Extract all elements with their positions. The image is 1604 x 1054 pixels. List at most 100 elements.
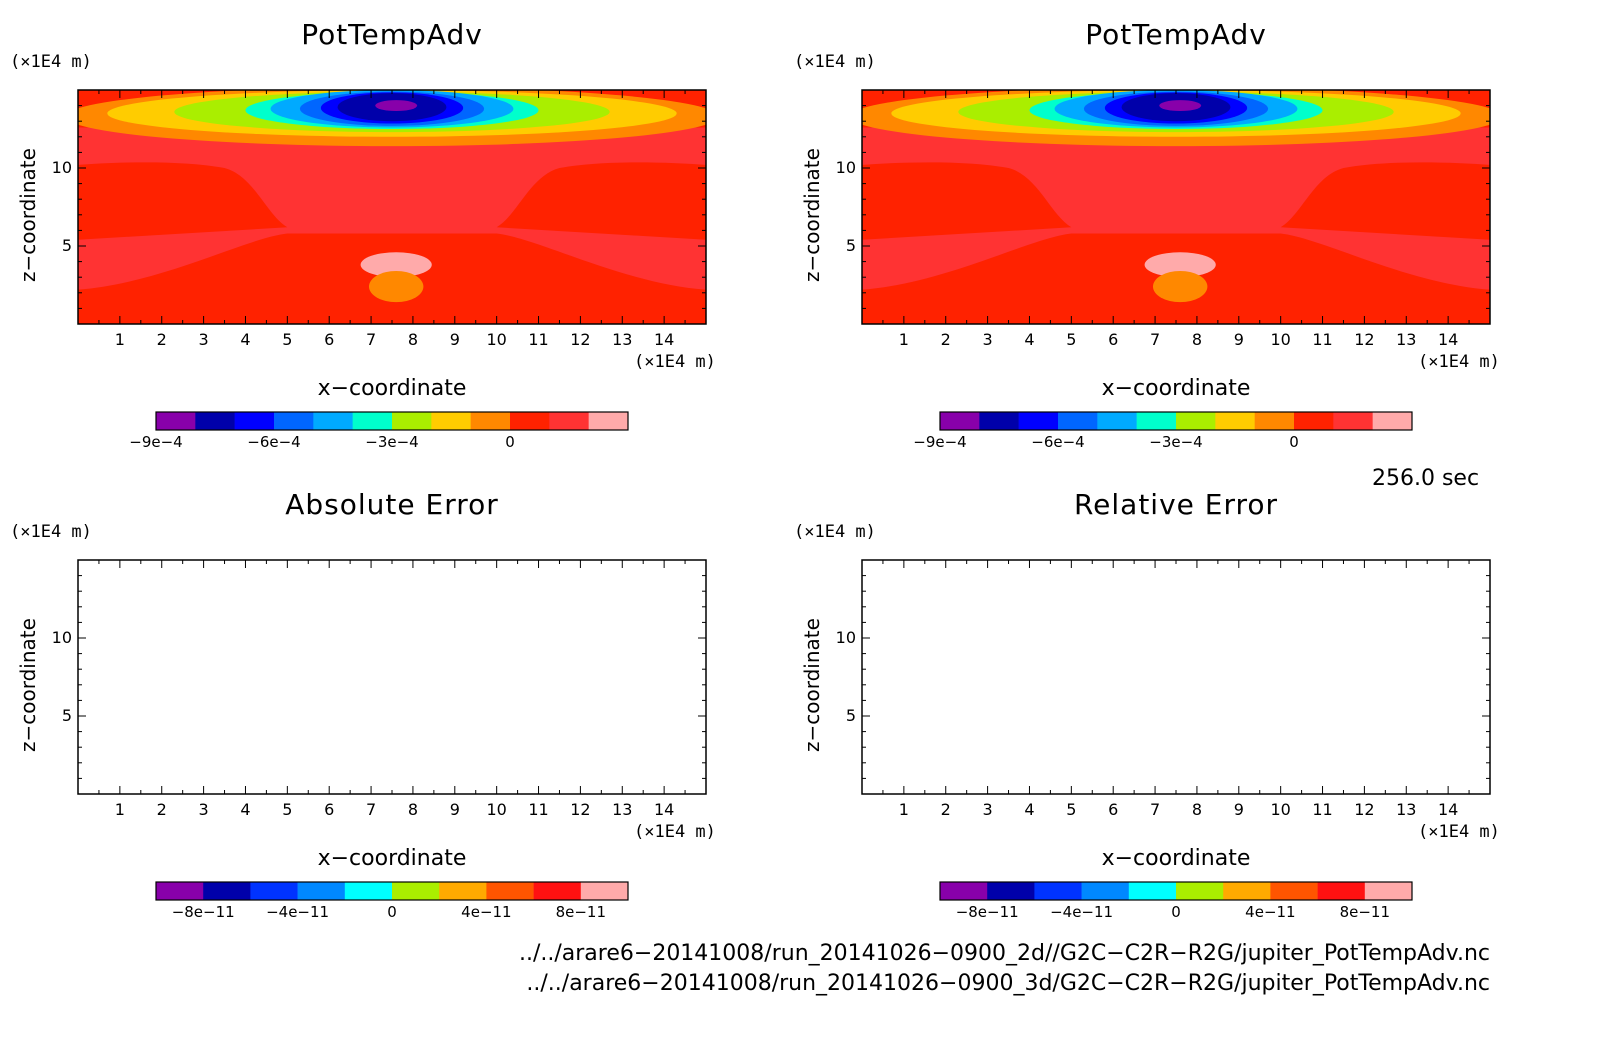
x-axis-label: x−coordinate: [1101, 846, 1251, 871]
colorbar-swatch: [1317, 882, 1366, 900]
contour-band: [360, 252, 432, 278]
colorbar-swatch: [1372, 412, 1413, 430]
colorbar-swatch: [439, 882, 487, 900]
plot-svg: [77, 89, 707, 431]
colorbar-tick-label: −9e−4: [913, 433, 967, 451]
x-tick-label: 5: [282, 800, 293, 819]
x-axis-unit: (×1E4 m): [634, 822, 716, 842]
x-tick-label: 14: [653, 800, 675, 819]
x-tick-label: 10: [1270, 800, 1291, 819]
x-tick-label: 8: [1191, 800, 1203, 819]
x-tick-label: 7: [1149, 330, 1161, 349]
x-tick-label: 5: [1066, 330, 1077, 349]
x-tick-label: 2: [940, 800, 951, 819]
colorbar-swatch: [1018, 412, 1059, 430]
contour-band: [862, 127, 1490, 290]
x-tick-label: 4: [1024, 800, 1035, 819]
colorbar-tick-label: −6e−4: [1031, 433, 1085, 451]
x-tick-label: 13: [1396, 330, 1417, 349]
colorbar-swatch: [588, 412, 629, 430]
plot-svg: [77, 559, 707, 901]
x-tick-label: 10: [486, 330, 507, 349]
x-tick-label: 2: [156, 800, 167, 819]
contour-band: [368, 270, 424, 303]
colorbar-swatch: [1176, 882, 1224, 900]
x-tick-label: 6: [1108, 330, 1119, 349]
x-tick-label: 14: [653, 330, 675, 349]
y-tick-label: 5: [61, 706, 72, 725]
colorbar-tick-label: −8e−11: [171, 903, 235, 921]
x-tick-label: 9: [449, 800, 460, 819]
colorbar-swatch: [979, 412, 1019, 430]
x-tick-label: 13: [1396, 800, 1417, 819]
colorbar-swatch: [1081, 882, 1130, 900]
chart-panel-4: Relative Error (×1E4 m) (×1E4 m) x−coordina…: [784, 470, 1568, 940]
colorbar-swatch: [274, 412, 314, 430]
colorbar-swatch: [1128, 882, 1177, 900]
colorbar-swatch: [1097, 412, 1137, 430]
plot-svg: [861, 89, 1491, 431]
x-tick-label: 13: [612, 800, 633, 819]
colorbar-frame: [939, 411, 1413, 431]
x-tick-label: 2: [156, 330, 167, 349]
x-tick-label: 5: [282, 330, 293, 349]
colorbar-swatch: [203, 882, 251, 900]
x-tick-label: 11: [1312, 800, 1333, 819]
plot-frame: [861, 559, 1491, 795]
chart-title: PotTempAdv: [1085, 18, 1267, 51]
colorbar-swatch: [1333, 412, 1373, 430]
y-tick-label: 10: [51, 628, 72, 647]
colorbar-tick-label: 0: [505, 433, 515, 451]
colorbar-tick-label: 8e−11: [555, 903, 607, 921]
x-tick-label: 14: [1437, 330, 1459, 349]
colorbar-swatch: [1215, 412, 1255, 430]
y-axis-unit: (×1E4 m): [794, 522, 876, 542]
colorbar-frame: [155, 881, 629, 901]
x-tick-label: 9: [1233, 330, 1244, 349]
colorbar-swatch: [987, 882, 1035, 900]
colorbar-swatch: [1364, 882, 1413, 900]
colorbar-swatch: [580, 882, 629, 900]
colorbar-tick-label: −4e−11: [1050, 903, 1114, 921]
x-tick-label: 12: [1354, 330, 1375, 349]
x-tick-label: 5: [1066, 800, 1077, 819]
colorbar-swatch: [1058, 412, 1098, 430]
file-path-2d: ../../arare6−20141008/run_20141026−0900_…: [518, 941, 1490, 966]
colorbar-swatch: [1254, 412, 1295, 430]
y-tick-label: 10: [835, 628, 856, 647]
contour-band: [78, 127, 706, 290]
x-tick-label: 9: [1233, 800, 1244, 819]
colorbar-tick-label: −4e−11: [266, 903, 330, 921]
plot-svg: [861, 559, 1491, 901]
colorbar-swatch: [313, 412, 353, 430]
x-tick-label: 14: [1437, 800, 1459, 819]
chart-title: Relative Error: [1073, 488, 1279, 521]
x-axis-label: x−coordinate: [317, 376, 467, 401]
colorbar-swatch: [352, 412, 393, 430]
colorbar-swatch: [549, 412, 589, 430]
x-tick-label: 11: [528, 800, 549, 819]
chart-title: PotTempAdv: [301, 18, 483, 51]
x-tick-label: 4: [240, 330, 251, 349]
y-axis-unit: (×1E4 m): [10, 52, 92, 72]
colorbar-tick-label: 0: [1171, 903, 1181, 921]
x-tick-label: 10: [486, 800, 507, 819]
x-tick-label: 3: [982, 800, 993, 819]
chart-panel-3: Absolute Error (×1E4 m) (×1E4 m) x−coordina…: [0, 470, 784, 940]
contour-band: [1159, 100, 1202, 112]
y-tick-label: 5: [61, 236, 72, 255]
colorbar-tick-label: −3e−4: [1149, 433, 1203, 451]
colorbar-swatch: [156, 882, 204, 900]
colorbar-swatch: [1270, 882, 1318, 900]
x-tick-label: 1: [114, 330, 125, 349]
plot-frame: [77, 559, 707, 795]
chart-panel-1: PotTempAdv (×1E4 m) (×1E4 m) x−coordinate z−…: [0, 0, 784, 470]
colorbar-swatch: [297, 882, 346, 900]
x-tick-label: 4: [1024, 330, 1035, 349]
colorbar-swatch: [470, 412, 511, 430]
y-tick-label: 10: [835, 158, 856, 177]
colorbar-swatch: [940, 412, 980, 430]
x-tick-label: 8: [1191, 330, 1203, 349]
x-tick-label: 6: [324, 800, 335, 819]
chart-panel-2: PotTempAdv (×1E4 m) (×1E4 m) x−coordinate z−…: [784, 0, 1568, 470]
